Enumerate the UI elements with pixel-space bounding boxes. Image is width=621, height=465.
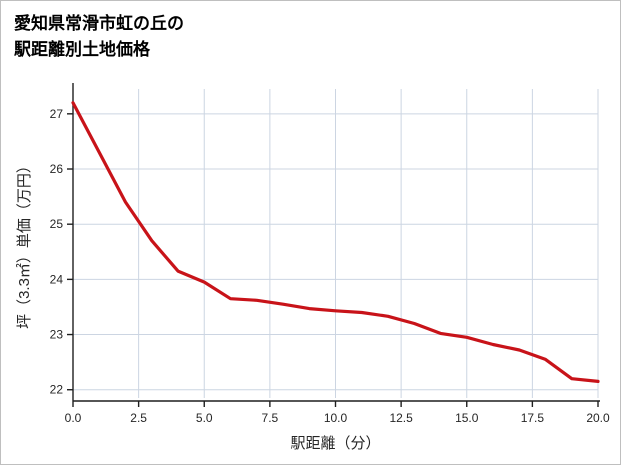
y-tick-label: 27 xyxy=(50,107,64,121)
y-tick-label: 26 xyxy=(50,162,64,176)
y-tick-label: 25 xyxy=(50,217,64,231)
x-tick-label: 17.5 xyxy=(521,411,545,425)
x-tick-label: 7.5 xyxy=(262,411,279,425)
y-tick-label: 22 xyxy=(50,383,64,397)
chart-title-line1: 愛知県常滑市虹の丘の xyxy=(14,14,184,33)
y-tick-label: 24 xyxy=(50,272,64,286)
price-line xyxy=(71,101,600,383)
y-axis-label: 坪（3.3㎡）単価（万円） xyxy=(16,158,33,329)
x-tick-label: 0.0 xyxy=(65,411,82,425)
x-tick-label: 5.0 xyxy=(196,411,213,425)
x-axis-label: 駅距離（分） xyxy=(290,434,380,452)
y-tick-label: 23 xyxy=(50,328,64,342)
x-tick-label: 15.0 xyxy=(455,411,479,425)
chart-title: 愛知県常滑市虹の丘の 駅距離別土地価格 xyxy=(14,11,184,62)
x-tick-label: 10.0 xyxy=(324,411,348,425)
x-tick-label: 12.5 xyxy=(389,411,413,425)
x-tick-label: 2.5 xyxy=(130,411,147,425)
chart-title-line2: 駅距離別土地価格 xyxy=(14,39,150,59)
x-tick-label: 20.0 xyxy=(586,411,610,425)
